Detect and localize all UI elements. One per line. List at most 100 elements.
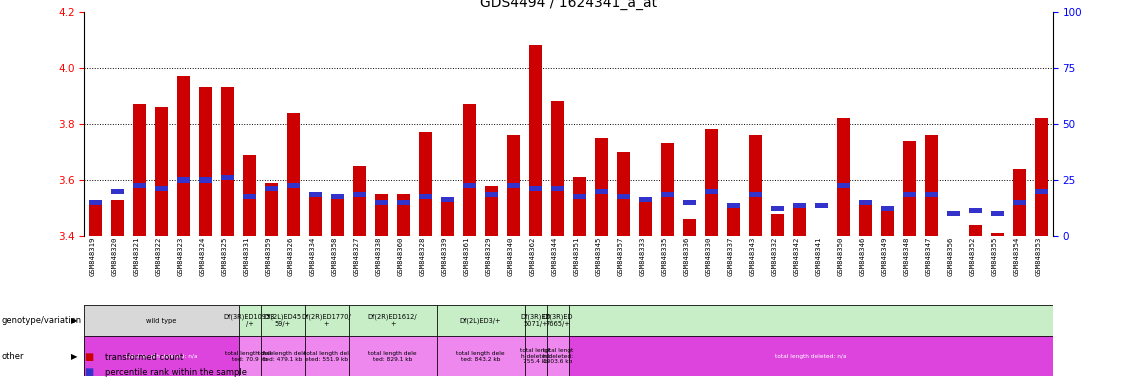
Bar	[265, 183, 278, 236]
Text: total length dele
ted: 70.9 kb: total length dele ted: 70.9 kb	[225, 351, 274, 362]
Text: Df(2R)ED1612/
+: Df(2R)ED1612/ +	[368, 314, 418, 328]
Text: Df(3R)ED
5071/+: Df(3R)ED 5071/+	[520, 314, 551, 328]
Bar	[991, 233, 1004, 236]
Bar	[595, 189, 608, 194]
Text: GSM848325: GSM848325	[222, 236, 227, 276]
Bar	[260, 305, 304, 336]
Text: GSM848341: GSM848341	[815, 236, 822, 276]
Bar	[463, 183, 476, 188]
Bar	[969, 209, 982, 214]
Bar	[265, 186, 278, 191]
Text: total length dele
ted: 829.1 kb: total length dele ted: 829.1 kb	[368, 351, 417, 362]
Text: GSM848353: GSM848353	[1036, 236, 1042, 276]
Text: GSM848331: GSM848331	[243, 236, 250, 276]
Text: total length deleted: n/a: total length deleted: n/a	[126, 354, 197, 359]
Bar	[569, 305, 1053, 336]
Bar	[859, 205, 873, 236]
Text: wild type: wild type	[146, 318, 177, 324]
Text: Df(2L)ED45
59/+: Df(2L)ED45 59/+	[263, 314, 302, 328]
Bar	[133, 104, 146, 236]
Text: GSM848349: GSM848349	[882, 236, 887, 276]
Text: GSM848321: GSM848321	[134, 236, 140, 276]
Text: percentile rank within the sample: percentile rank within the sample	[105, 369, 247, 377]
Text: ■: ■	[84, 367, 93, 377]
Text: GSM848322: GSM848322	[155, 236, 161, 276]
Text: GSM848357: GSM848357	[618, 236, 624, 276]
Text: genotype/variation: genotype/variation	[1, 316, 81, 325]
Bar	[199, 177, 212, 182]
Bar	[304, 305, 349, 336]
Bar	[859, 200, 873, 205]
Text: GSM848359: GSM848359	[266, 236, 271, 276]
Text: other: other	[1, 352, 24, 361]
Bar	[815, 236, 829, 309]
Bar	[661, 192, 674, 197]
Text: GSM848335: GSM848335	[662, 236, 668, 276]
Text: GSM848326: GSM848326	[287, 236, 294, 276]
Text: GSM848352: GSM848352	[969, 236, 976, 276]
Bar	[485, 192, 498, 197]
Bar	[243, 155, 256, 236]
Bar	[1035, 189, 1048, 194]
Text: GSM848360: GSM848360	[397, 236, 403, 276]
Bar	[304, 336, 349, 376]
Bar	[727, 203, 740, 208]
Text: GSM848347: GSM848347	[926, 236, 932, 276]
Bar	[309, 194, 322, 236]
Bar	[926, 135, 938, 236]
Bar	[507, 135, 520, 236]
Bar	[441, 197, 454, 202]
Bar	[705, 189, 718, 194]
Bar	[177, 76, 190, 236]
Bar	[507, 183, 520, 188]
Text: GSM848358: GSM848358	[331, 236, 338, 276]
Bar	[397, 200, 410, 205]
Bar	[837, 183, 850, 188]
Text: GSM848356: GSM848356	[948, 236, 954, 276]
Text: GSM848350: GSM848350	[838, 236, 843, 276]
Text: GSM848348: GSM848348	[904, 236, 910, 276]
Bar	[331, 194, 345, 199]
Bar	[661, 144, 674, 236]
Bar	[525, 305, 546, 336]
Text: GSM848330: GSM848330	[706, 236, 712, 276]
Bar	[749, 192, 762, 197]
Bar	[437, 305, 525, 336]
Text: ▶: ▶	[71, 316, 78, 325]
Bar	[331, 197, 345, 236]
Bar	[617, 194, 631, 199]
Bar	[419, 194, 432, 199]
Bar	[84, 305, 239, 336]
Bar	[573, 177, 587, 236]
Bar	[441, 197, 454, 236]
Bar	[837, 118, 850, 236]
Text: GSM848333: GSM848333	[640, 236, 645, 276]
Text: ■: ■	[84, 352, 93, 362]
Text: GSM848342: GSM848342	[794, 236, 799, 276]
Text: GSM848362: GSM848362	[529, 236, 536, 276]
Bar	[177, 177, 190, 182]
Bar	[221, 87, 234, 236]
Text: total length dele
ted: 479.1 kb: total length dele ted: 479.1 kb	[258, 351, 307, 362]
Text: GSM848328: GSM848328	[420, 236, 426, 276]
Bar	[84, 336, 239, 376]
Text: total length del
eted: 551.9 kb: total length del eted: 551.9 kb	[304, 351, 349, 362]
Bar	[110, 200, 124, 236]
Bar	[771, 205, 785, 210]
Bar	[463, 104, 476, 236]
Text: total lengt
h deleted:
755.4 kb: total lengt h deleted: 755.4 kb	[520, 348, 551, 364]
Bar	[617, 152, 631, 236]
Bar	[349, 336, 437, 376]
Text: ▶: ▶	[71, 352, 78, 361]
Bar	[546, 305, 569, 336]
Text: GSM848344: GSM848344	[552, 236, 557, 276]
Bar	[903, 141, 917, 236]
Bar	[349, 305, 437, 336]
Text: GSM848354: GSM848354	[1013, 236, 1020, 276]
Text: GSM848334: GSM848334	[310, 236, 315, 276]
Bar	[683, 200, 696, 205]
Text: total lengt
h deleted:
1003.6 kb: total lengt h deleted: 1003.6 kb	[543, 348, 573, 364]
Bar	[640, 197, 652, 202]
Text: GSM848361: GSM848361	[464, 236, 470, 276]
Text: GSM848355: GSM848355	[992, 236, 998, 276]
